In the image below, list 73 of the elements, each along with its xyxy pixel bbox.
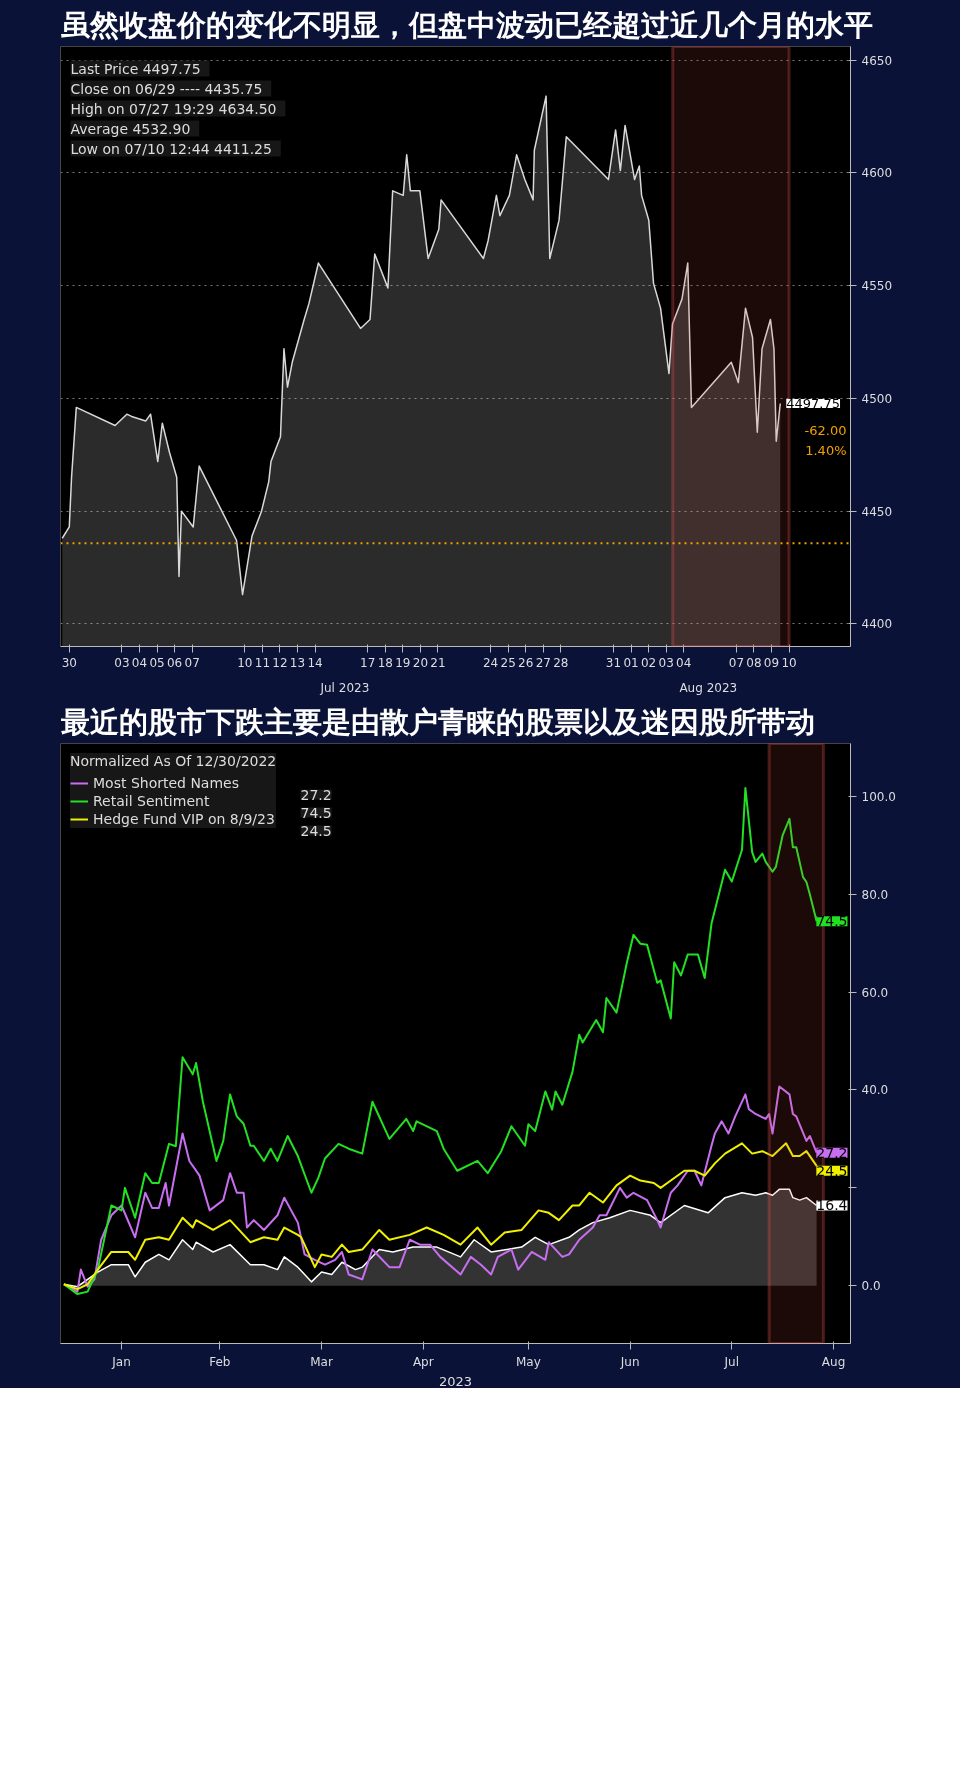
x-tick-label: 17 — [360, 655, 376, 670]
x-tick-label: 07 — [728, 655, 745, 670]
x-tick-label: Jun — [619, 1354, 640, 1369]
x-tick-label: 24 — [482, 655, 499, 670]
data-label: 27.2 — [816, 1144, 848, 1161]
x-tick-label: 30 — [61, 655, 77, 670]
annotation: -62.00 — [804, 423, 847, 438]
legend-label: Retail Sentiment — [93, 792, 210, 810]
x-tick-label: Feb — [209, 1354, 231, 1369]
text: Jul 2023 — [319, 680, 370, 695]
x-tick-label: Mar — [310, 1354, 333, 1369]
x-tick-label: 02 — [640, 655, 657, 670]
x-tick-label: 04 — [131, 655, 148, 670]
text: Aug 2023 — [679, 680, 738, 695]
x-axis-title: 2023 — [438, 1373, 473, 1389]
x-tick-label: 12 — [272, 655, 288, 670]
x-tick-label: 04 — [676, 655, 692, 670]
x-tick-label: 28 — [553, 655, 569, 670]
x-tick-label: 11 — [254, 655, 271, 670]
x-tick-label: May — [515, 1354, 541, 1369]
y-tick-label: 4650 — [861, 53, 893, 68]
data-label: 74.5 — [816, 913, 848, 930]
x-tick-label: 18 — [377, 655, 393, 670]
x-tick-label: 19 — [395, 655, 411, 670]
text: 74.5 — [300, 804, 332, 821]
legend-title: Normalized As Of 12/30/2022 — [70, 753, 277, 769]
x-tick-label: 05 — [149, 655, 165, 670]
x-tick-label: Apr — [412, 1354, 434, 1369]
y-tick-label: 100.0 — [861, 789, 896, 804]
x-tick-label: 08 — [746, 655, 762, 670]
annotation: Close on 06/29 ---- 4435.75 — [70, 80, 263, 97]
x-tick-label: 10 — [237, 655, 253, 670]
x-tick-label: 25 — [500, 655, 516, 670]
y-tick-label: 40.0 — [861, 1083, 889, 1098]
text: 24.5 — [300, 822, 332, 839]
x-tick-label: 13 — [289, 655, 306, 670]
annotation: Last Price 4497.75 — [70, 60, 201, 77]
legend-label: Most Shorted Names — [93, 774, 239, 792]
x-tick-label: 14 — [307, 655, 323, 670]
annotation: 4497.75 — [786, 395, 841, 411]
x-tick-label: 01 — [623, 655, 639, 670]
annotation: High on 07/27 19:29 4634.50 — [70, 100, 277, 117]
y-tick-label: 4600 — [861, 166, 893, 181]
y-tick-label: 0.0 — [861, 1279, 881, 1294]
y-tick-label: 4550 — [861, 279, 893, 294]
chart-title: 最近的股市下跌主要是由散户青睐的股票以及迷因股所带动 — [59, 704, 815, 739]
legend-label: Hedge Fund VIP on 8/9/23 — [93, 810, 275, 828]
x-tick-label: 09 — [763, 655, 780, 670]
y-tick-label: 4500 — [861, 391, 893, 406]
x-tick-label: 31 — [605, 655, 622, 670]
x-tick-label: 03 — [114, 655, 130, 670]
data-label: 24.5 — [816, 1162, 848, 1179]
x-tick-label: 26 — [518, 655, 534, 670]
y-tick-label: 4400 — [861, 617, 893, 632]
x-tick-label: 10 — [781, 655, 797, 670]
x-tick-label: 21 — [430, 655, 446, 670]
annotation: Average 4532.90 — [70, 120, 191, 137]
x-tick-label: Jul — [723, 1354, 740, 1369]
annotation: Low on 07/10 12:44 4411.25 — [70, 140, 272, 157]
y-tick-label: 60.0 — [861, 985, 889, 1000]
data-label: 16.4 — [816, 1197, 848, 1214]
x-tick-label: Aug — [821, 1354, 846, 1369]
y-tick-label: 4450 — [861, 504, 893, 519]
y-tick-label: 80.0 — [861, 887, 889, 902]
x-tick-label: 27 — [535, 655, 551, 670]
chart-title: 虽然收盘价的变化不明显，但盘中波动已经超过近几个月的水平 — [59, 7, 873, 42]
x-tick-label: 20 — [412, 655, 429, 670]
text: 27.2 — [300, 786, 332, 803]
x-tick-label: Jan — [111, 1354, 131, 1369]
x-tick-label: 07 — [184, 655, 200, 670]
annotation: 1.40% — [805, 443, 847, 458]
x-tick-label: 03 — [658, 655, 674, 670]
x-tick-label: 06 — [166, 655, 183, 670]
